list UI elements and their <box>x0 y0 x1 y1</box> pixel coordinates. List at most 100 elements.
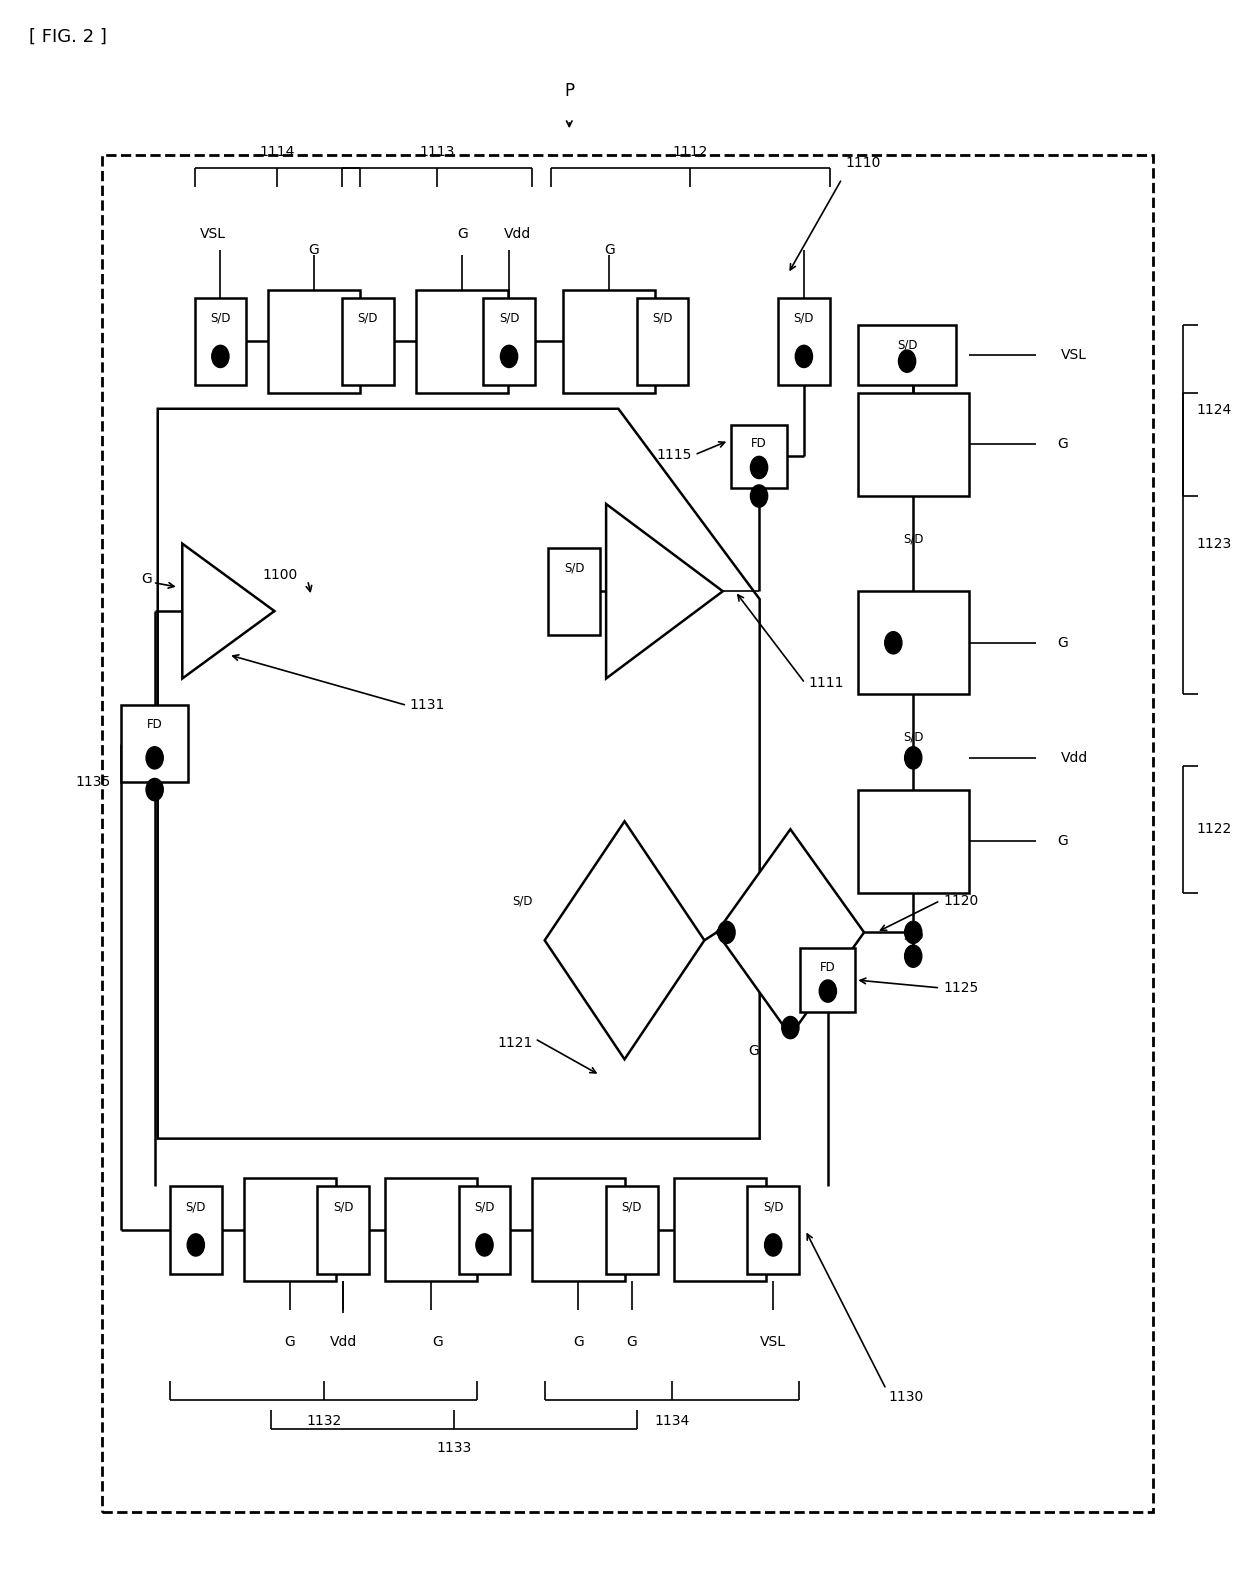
Text: 1115: 1115 <box>657 448 692 463</box>
Text: G: G <box>748 1045 759 1059</box>
Text: 1111: 1111 <box>808 676 844 691</box>
Text: VSL: VSL <box>760 1335 786 1349</box>
Text: 1120: 1120 <box>944 893 980 908</box>
FancyBboxPatch shape <box>548 547 600 635</box>
FancyBboxPatch shape <box>415 290 508 392</box>
Text: G: G <box>309 242 319 257</box>
Polygon shape <box>182 544 274 678</box>
Text: Vdd: Vdd <box>503 226 531 241</box>
Text: S/D: S/D <box>903 731 924 743</box>
Text: S/D: S/D <box>474 1201 495 1214</box>
Text: S/D: S/D <box>564 561 584 574</box>
FancyBboxPatch shape <box>858 325 956 384</box>
Text: 1134: 1134 <box>655 1415 689 1428</box>
Text: S/D: S/D <box>794 313 815 325</box>
Text: VSL: VSL <box>1060 348 1086 362</box>
Text: S/D: S/D <box>763 1201 784 1214</box>
Circle shape <box>212 345 229 367</box>
Text: G: G <box>284 1335 295 1349</box>
FancyBboxPatch shape <box>317 1187 370 1273</box>
FancyBboxPatch shape <box>244 1179 336 1281</box>
Text: 1131: 1131 <box>409 699 445 713</box>
Circle shape <box>146 746 164 769</box>
FancyBboxPatch shape <box>563 290 655 392</box>
Circle shape <box>187 1235 205 1255</box>
Circle shape <box>899 349 915 372</box>
Text: 1110: 1110 <box>846 156 882 169</box>
FancyBboxPatch shape <box>748 1187 799 1273</box>
Text: 1122: 1122 <box>1197 823 1231 836</box>
Text: 1125: 1125 <box>944 981 980 995</box>
Circle shape <box>781 1016 799 1038</box>
Text: 1100: 1100 <box>262 568 298 582</box>
Polygon shape <box>157 408 760 1139</box>
Text: S/D: S/D <box>357 313 378 325</box>
FancyBboxPatch shape <box>800 949 856 1011</box>
Text: S/D: S/D <box>897 338 918 352</box>
Text: G: G <box>604 242 615 257</box>
Polygon shape <box>544 821 704 1059</box>
Polygon shape <box>717 829 864 1035</box>
Text: 1130: 1130 <box>889 1391 924 1404</box>
Circle shape <box>501 345 517 367</box>
Text: P: P <box>564 83 574 100</box>
Circle shape <box>146 778 164 801</box>
FancyBboxPatch shape <box>858 790 968 893</box>
Text: S/D: S/D <box>652 313 673 325</box>
Circle shape <box>750 485 768 507</box>
Text: S/D: S/D <box>621 1201 642 1214</box>
FancyBboxPatch shape <box>384 1179 477 1281</box>
Text: 1132: 1132 <box>306 1415 341 1428</box>
Text: VSL: VSL <box>200 226 226 241</box>
Text: 1135: 1135 <box>76 775 112 788</box>
FancyBboxPatch shape <box>858 392 968 496</box>
FancyBboxPatch shape <box>268 290 361 392</box>
Text: S/D: S/D <box>498 313 520 325</box>
Circle shape <box>795 345 812 367</box>
FancyBboxPatch shape <box>606 1187 657 1273</box>
Text: G: G <box>458 226 467 241</box>
Circle shape <box>750 456 768 478</box>
Text: Vdd: Vdd <box>1060 751 1087 766</box>
Text: S/D: S/D <box>186 1201 206 1214</box>
Text: G: G <box>1056 834 1068 849</box>
FancyBboxPatch shape <box>103 155 1153 1512</box>
Circle shape <box>476 1235 494 1255</box>
FancyBboxPatch shape <box>484 298 534 384</box>
Text: S/D: S/D <box>903 928 924 943</box>
Text: S/D: S/D <box>512 895 532 908</box>
Text: G: G <box>141 573 151 587</box>
FancyBboxPatch shape <box>858 592 968 694</box>
Text: S/D: S/D <box>210 313 231 325</box>
Circle shape <box>905 946 921 967</box>
FancyBboxPatch shape <box>732 424 786 488</box>
Text: G: G <box>432 1335 443 1349</box>
Text: 1133: 1133 <box>436 1440 471 1455</box>
Text: [ FIG. 2 ]: [ FIG. 2 ] <box>29 29 107 46</box>
Text: G: G <box>573 1335 584 1349</box>
Text: 1113: 1113 <box>419 145 455 160</box>
FancyBboxPatch shape <box>170 1187 222 1273</box>
Text: 1121: 1121 <box>497 1037 532 1051</box>
Text: S/D: S/D <box>334 1201 353 1214</box>
FancyBboxPatch shape <box>777 298 830 384</box>
Text: FD: FD <box>146 718 162 731</box>
Text: G: G <box>1056 437 1068 451</box>
Circle shape <box>905 746 921 769</box>
Text: 1124: 1124 <box>1197 404 1231 418</box>
FancyBboxPatch shape <box>459 1187 511 1273</box>
FancyBboxPatch shape <box>673 1179 766 1281</box>
Circle shape <box>765 1235 781 1255</box>
FancyBboxPatch shape <box>532 1179 625 1281</box>
Text: 1114: 1114 <box>260 145 295 160</box>
Text: G: G <box>1056 636 1068 649</box>
Text: Vdd: Vdd <box>330 1335 357 1349</box>
Polygon shape <box>606 504 723 678</box>
Text: FD: FD <box>820 960 836 975</box>
Text: G: G <box>626 1335 637 1349</box>
Text: 1112: 1112 <box>672 145 708 160</box>
FancyBboxPatch shape <box>195 298 247 384</box>
Text: S/D: S/D <box>903 533 924 545</box>
FancyBboxPatch shape <box>342 298 393 384</box>
Text: 1123: 1123 <box>1197 536 1231 550</box>
